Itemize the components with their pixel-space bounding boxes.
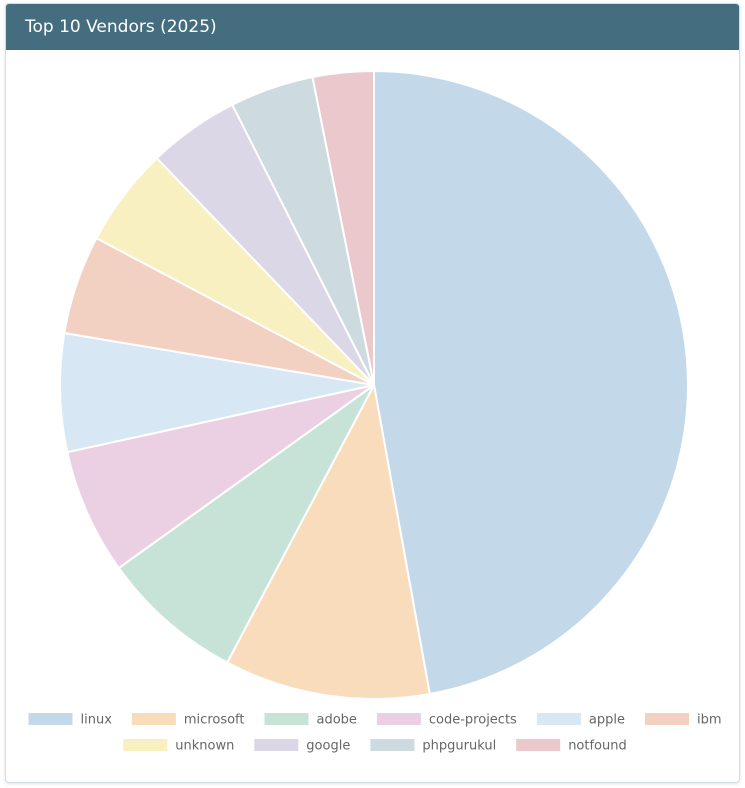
legend-label: code-projects [429, 713, 517, 728]
legend-label: ibm [697, 713, 722, 728]
legend-swatch [516, 739, 561, 751]
legend-swatch [645, 713, 689, 725]
legend-swatch [131, 713, 176, 725]
legend-swatch [254, 739, 299, 751]
legend-item-unknown[interactable]: unknown [123, 739, 234, 754]
legend-swatch [123, 739, 168, 751]
legend-item-apple[interactable]: apple [536, 713, 625, 728]
legend-item-notfound[interactable]: notfound [516, 739, 627, 754]
legend-item-microsoft[interactable]: microsoft [131, 713, 245, 728]
legend-swatch [264, 713, 309, 725]
pie-slice-notfound[interactable] [311, 69, 375, 386]
legend-label: phpgurukul [422, 739, 496, 754]
legend-item-phpgurukul[interactable]: phpgurukul [370, 739, 496, 754]
legend-swatch [376, 713, 421, 725]
legend-item-google[interactable]: google [254, 739, 350, 754]
chart-legend: linux microsoft adobe code-projects apple ibm… [28, 713, 722, 754]
legend-swatch [536, 713, 581, 725]
pie-slices [59, 69, 689, 700]
legend-item-ibm[interactable]: ibm [645, 713, 722, 728]
legend-label: microsoft [184, 713, 245, 728]
legend-item-linux[interactable]: linux [28, 713, 113, 728]
legend-label: notfound [568, 739, 627, 754]
pie-slice-adobe[interactable] [117, 384, 375, 664]
legend-label: unknown [175, 739, 234, 754]
pie-slice-microsoft[interactable] [225, 381, 431, 700]
legend-label: adobe [317, 713, 357, 728]
pie-slice-apple[interactable] [59, 331, 375, 454]
legend-label: google [306, 739, 350, 754]
pie-slice-linux[interactable] [373, 69, 689, 696]
legend-item-code-projects[interactable]: code-projects [376, 713, 517, 728]
pie-slice-code-projects[interactable] [66, 384, 375, 570]
legend-swatch [28, 713, 73, 725]
legend-label: linux [81, 713, 113, 728]
card-header: Top 10 Vendors (2025) [6, 4, 739, 50]
legend-label: apple [589, 713, 625, 728]
legend-swatch [370, 739, 415, 751]
legend-item-adobe[interactable]: adobe [264, 713, 357, 728]
card-title: Top 10 Vendors (2025) [25, 17, 217, 37]
